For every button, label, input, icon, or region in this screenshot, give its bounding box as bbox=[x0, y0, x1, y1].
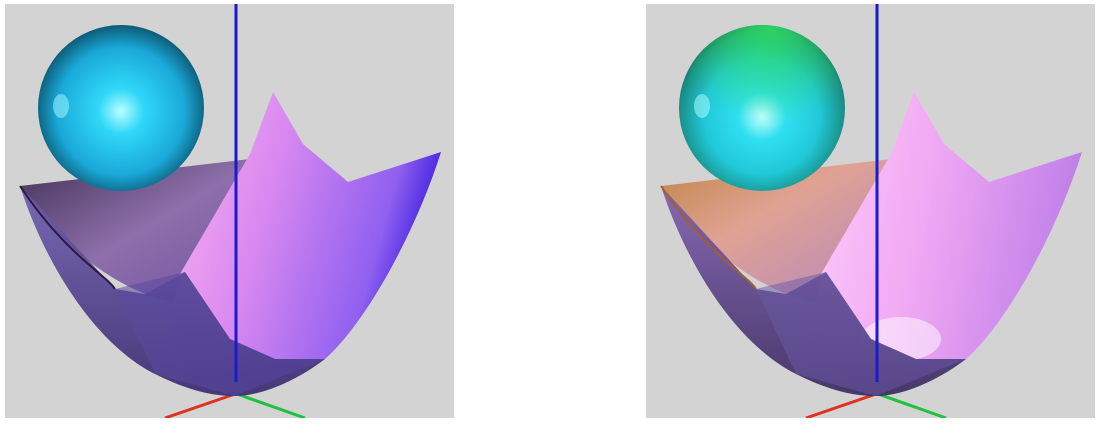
x-axis bbox=[164, 392, 236, 418]
sphere bbox=[38, 25, 204, 191]
y-axis bbox=[236, 392, 306, 418]
render-viewport-left[interactable] bbox=[5, 4, 454, 418]
y-axis bbox=[877, 392, 947, 418]
render-viewport-right[interactable] bbox=[646, 4, 1095, 418]
x-axis bbox=[805, 392, 877, 418]
paraboloid-surface bbox=[660, 92, 1082, 396]
scene-canvas-left[interactable] bbox=[5, 4, 454, 418]
scene-canvas-right[interactable] bbox=[646, 4, 1095, 418]
paraboloid-surface bbox=[19, 92, 441, 396]
